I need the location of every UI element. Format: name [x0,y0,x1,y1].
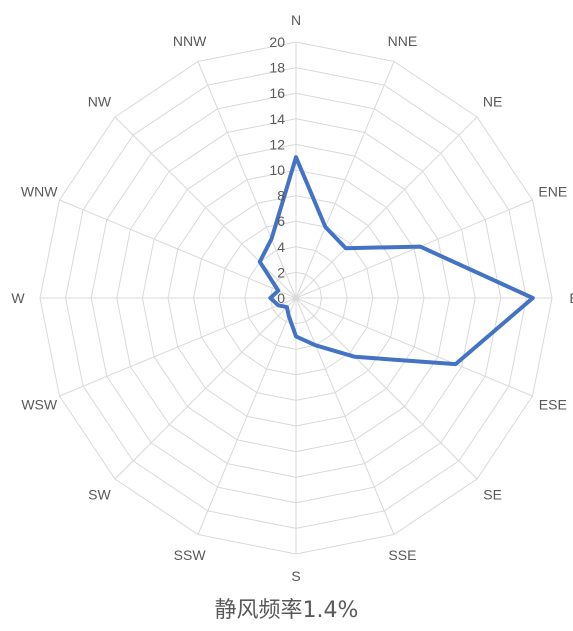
direction-label-ene: ENE [538,184,567,200]
tick-label-2: 2 [277,264,285,280]
direction-label-w: W [11,290,25,306]
direction-label-s: S [291,568,300,584]
spoke-ese [295,297,533,397]
direction-label-ese: ESE [539,396,567,412]
direction-label-wnw: WNW [21,184,58,200]
direction-labels: N NNE NE ENE E ESE SE SSE S SSW SW WSW W WNW NW NNW [11,12,573,584]
direction-label-sw: SW [88,487,111,503]
tick-label-4: 4 [277,239,285,255]
direction-label-ne: NE [483,93,502,109]
tick-label-14: 14 [269,111,285,127]
direction-label-se: SE [483,487,502,503]
tick-label-12: 12 [269,136,285,152]
direction-label-nnw: NNW [173,33,207,49]
spoke-sw [114,297,297,480]
spoke-ne [295,116,478,299]
tick-label-16: 16 [269,85,285,101]
direction-label-wsw: WSW [21,396,58,412]
spoke-ssw [197,297,297,535]
calm-frequency-caption: 静风频率1.4% [214,598,359,623]
tick-label-8: 8 [277,188,285,204]
spoke-sse [295,297,395,535]
tick-label-10: 10 [269,162,285,178]
radar-series [257,155,535,367]
direction-label-nw: NW [88,93,112,109]
spoke-ene [295,199,533,299]
tick-label-6: 6 [277,213,285,229]
direction-label-sse: SSE [388,547,416,563]
direction-label-e: E [569,290,573,306]
series-line-0 [257,155,535,367]
spoke-wnw [59,199,297,299]
radar-spokes [40,42,552,554]
tick-label-18: 18 [269,60,285,76]
radar-chart: 0 2 4 6 8 10 12 14 16 18 20 N NNE NE ENE E ESE SE SSE S SSW… [11,12,573,584]
direction-label-n: N [291,12,301,28]
radial-tick-labels: 0 2 4 6 8 10 12 14 16 18 20 [269,34,285,306]
spoke-se [295,297,478,480]
spoke-nne [295,61,395,299]
direction-label-ssw: SSW [174,547,207,563]
tick-label-20: 20 [269,34,285,50]
direction-label-nne: NNE [388,33,418,49]
tick-label-0: 0 [277,290,285,306]
spoke-wsw [59,297,297,397]
spoke-nnw [197,61,297,299]
